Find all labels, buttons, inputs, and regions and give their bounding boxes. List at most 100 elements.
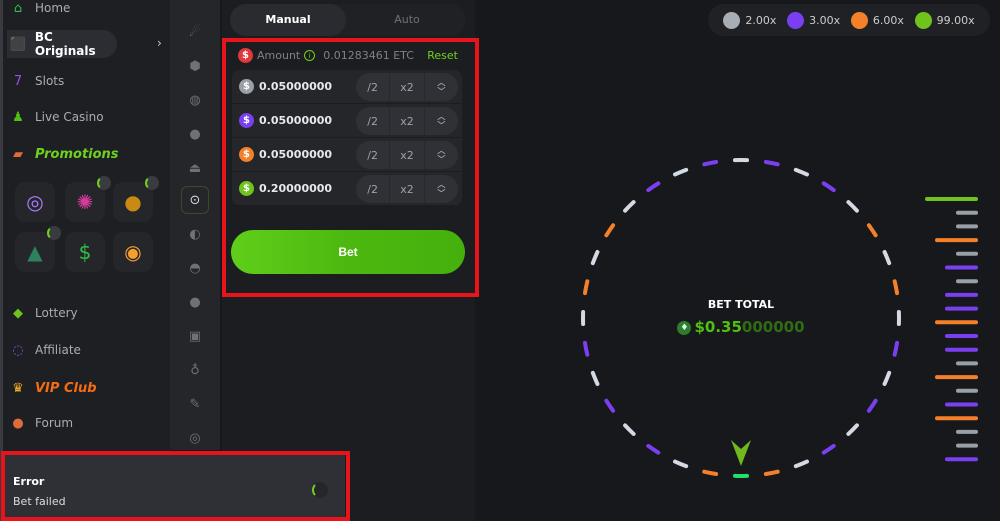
sidebar-item-affiliate[interactable]: ◌ Affiliate xyxy=(7,336,81,364)
stepper-button[interactable]: ︿ ﹀ xyxy=(425,73,458,101)
mines-game-icon[interactable]: ◓ xyxy=(189,260,201,276)
promo-tile-cash[interactable]: $ xyxy=(65,232,105,272)
tower-game-icon[interactable]: ♁ xyxy=(190,362,200,378)
progress-ring xyxy=(47,226,61,240)
half-button[interactable]: /2 xyxy=(356,73,391,101)
forum-icon: ● xyxy=(12,415,24,431)
promotions-icon: ▰ xyxy=(13,146,23,162)
limbo-game-icon[interactable]: ● xyxy=(189,126,201,142)
sidebar-item-lottery[interactable]: ◆ Lottery xyxy=(7,299,78,327)
history-bar xyxy=(935,320,978,325)
sidebar-item-live-casino[interactable]: ♟ Live Casino xyxy=(7,103,103,131)
half-button[interactable]: /2 xyxy=(356,141,391,169)
wheel-game-icon[interactable]: ⊙ xyxy=(181,186,209,214)
sidebar-item-slots[interactable]: 7 Slots xyxy=(7,67,64,95)
double-button[interactable]: x2 xyxy=(390,141,425,169)
tab-manual[interactable]: Manual xyxy=(230,4,346,36)
history-bar xyxy=(956,251,978,256)
promo-tile-wheel[interactable]: ✺ xyxy=(65,176,111,222)
tab-auto[interactable]: Auto xyxy=(394,13,420,26)
info-icon[interactable]: i xyxy=(304,50,316,61)
wheel-segment xyxy=(623,423,636,436)
hilo-game-icon[interactable]: ⏏ xyxy=(188,160,202,176)
wheel-segment xyxy=(846,200,859,213)
chevron-right-icon[interactable]: › xyxy=(157,36,162,50)
history-bar xyxy=(945,402,978,407)
wheel-segment xyxy=(582,279,590,296)
sidebar-item-vip-club[interactable]: ♛ VIP Club xyxy=(7,374,96,402)
color-dot xyxy=(850,11,868,29)
double-button[interactable]: x2 xyxy=(390,175,425,203)
chevron-up-icon[interactable]: ︿ xyxy=(437,180,446,189)
coin-icon: ◉ xyxy=(124,240,142,264)
stepper-button[interactable]: ︿ ﹀ xyxy=(425,141,458,169)
wheel-icon: ✺ xyxy=(76,190,94,214)
crash-game-icon[interactable]: ☄ xyxy=(189,24,201,40)
promo-tile-piggy[interactable]: ● xyxy=(113,176,159,222)
bet-amount-input[interactable]: 0.05000000 xyxy=(259,80,333,93)
wheel-segment xyxy=(866,398,878,413)
wheel-segment xyxy=(763,469,780,477)
ring-game-icon[interactable]: ◎ xyxy=(189,430,201,446)
keno-game-icon[interactable]: ▣ xyxy=(188,328,202,344)
chevron-up-icon[interactable]: ︿ xyxy=(437,78,446,87)
crown-icon: ♛ xyxy=(12,380,24,396)
bet-button[interactable]: Bet xyxy=(231,230,465,274)
promo-tile-target[interactable]: ◎ xyxy=(15,182,55,222)
double-button[interactable]: x2 xyxy=(390,107,425,135)
bet-controls: /2 x2 ︿ ﹀ xyxy=(356,73,458,101)
stepper-button[interactable]: ︿ ﹀ xyxy=(425,175,458,203)
chevron-down-icon[interactable]: ﹀ xyxy=(437,155,446,164)
chevron-up-icon[interactable]: ︿ xyxy=(437,146,446,155)
double-button[interactable]: x2 xyxy=(390,73,425,101)
wheel-segment xyxy=(702,469,719,477)
history-bar xyxy=(956,210,978,215)
wheel-segment xyxy=(892,340,900,357)
sidebar-item-bc-originals[interactable]: ⬛ BC Originals xyxy=(7,30,117,58)
live-casino-icon: ♟ xyxy=(12,109,24,125)
chevron-down-icon[interactable]: ﹀ xyxy=(437,121,446,130)
bomb-game-icon[interactable]: ● xyxy=(189,294,201,310)
chevron-up-icon[interactable]: ︿ xyxy=(437,112,446,121)
wheel-segment xyxy=(793,167,809,177)
chevron-down-icon[interactable]: ﹀ xyxy=(437,87,446,96)
history-bar xyxy=(945,347,978,352)
promo-tile-coin[interactable]: ◉ xyxy=(113,232,153,272)
half-button[interactable]: /2 xyxy=(356,107,391,135)
slots-icon: 7 xyxy=(13,73,23,89)
bet-amount-input[interactable]: 0.20000000 xyxy=(259,182,333,195)
promo-tile-rocket[interactable]: ▲ xyxy=(15,226,61,272)
dollar-coin-icon: $ xyxy=(239,79,254,94)
rocket-game-icon[interactable]: ✎ xyxy=(189,396,201,412)
history-bar xyxy=(925,197,978,201)
wheel-segment xyxy=(673,167,689,177)
multiplier-legend: 2.00x 3.00x 6.00x 99.00x xyxy=(708,4,990,36)
sidebar-item-promotions[interactable]: ▰ Promotions xyxy=(7,140,119,168)
history-bar xyxy=(935,416,978,421)
bet-amount-input[interactable]: 0.05000000 xyxy=(259,114,333,127)
history-bar xyxy=(945,457,978,462)
history-bar xyxy=(956,388,978,393)
legend-item: 2.00x xyxy=(723,11,776,29)
wheel-segment xyxy=(882,370,892,386)
wheel-segment xyxy=(821,443,836,455)
sidebar-item-home[interactable]: ⌂ Home xyxy=(7,0,71,22)
dollar-coin-icon: $ xyxy=(238,48,253,63)
wheel-segment xyxy=(582,340,590,357)
dice-game-icon[interactable]: ⬢ xyxy=(189,58,201,74)
sidebar-item-forum[interactable]: ● Forum xyxy=(7,409,73,437)
wheel-segment xyxy=(702,159,719,167)
stepper-button[interactable]: ︿ ﹀ xyxy=(425,107,458,135)
bet-amount-input[interactable]: 0.05000000 xyxy=(259,148,333,161)
history-bar xyxy=(935,375,978,380)
reset-button[interactable]: Reset xyxy=(427,49,458,62)
wheel-segment xyxy=(590,370,600,386)
bet-mode-tabs: Manual Auto xyxy=(230,4,466,36)
half-button[interactable]: /2 xyxy=(356,175,391,203)
chevron-down-icon[interactable]: ﹀ xyxy=(437,189,446,198)
wheel-segment xyxy=(590,250,600,266)
bet-row: $ 0.05000000 /2 x2 ︿ ﹀ xyxy=(232,104,462,138)
bet-controls: /2 x2 ︿ ﹀ xyxy=(356,107,458,135)
coinflip-game-icon[interactable]: ◐ xyxy=(189,226,201,242)
plinko-game-icon[interactable]: ◍ xyxy=(189,92,201,108)
